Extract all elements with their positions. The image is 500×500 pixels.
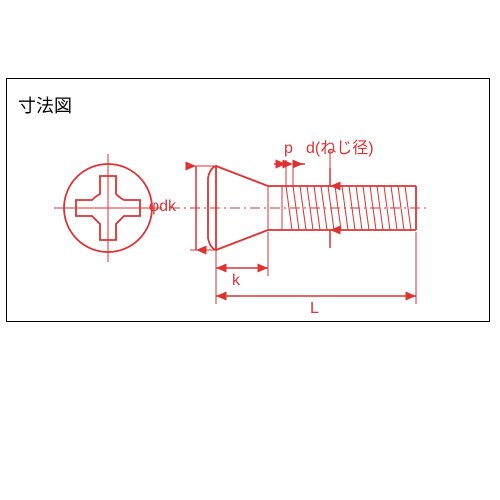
- label-d: d(ねじ径): [306, 134, 374, 158]
- label-L: L: [310, 300, 319, 318]
- label-k: k: [232, 272, 240, 290]
- label-p: p: [284, 140, 293, 158]
- diagram-title: 寸法図: [18, 92, 72, 118]
- label-phi-dk: φdk: [149, 198, 176, 216]
